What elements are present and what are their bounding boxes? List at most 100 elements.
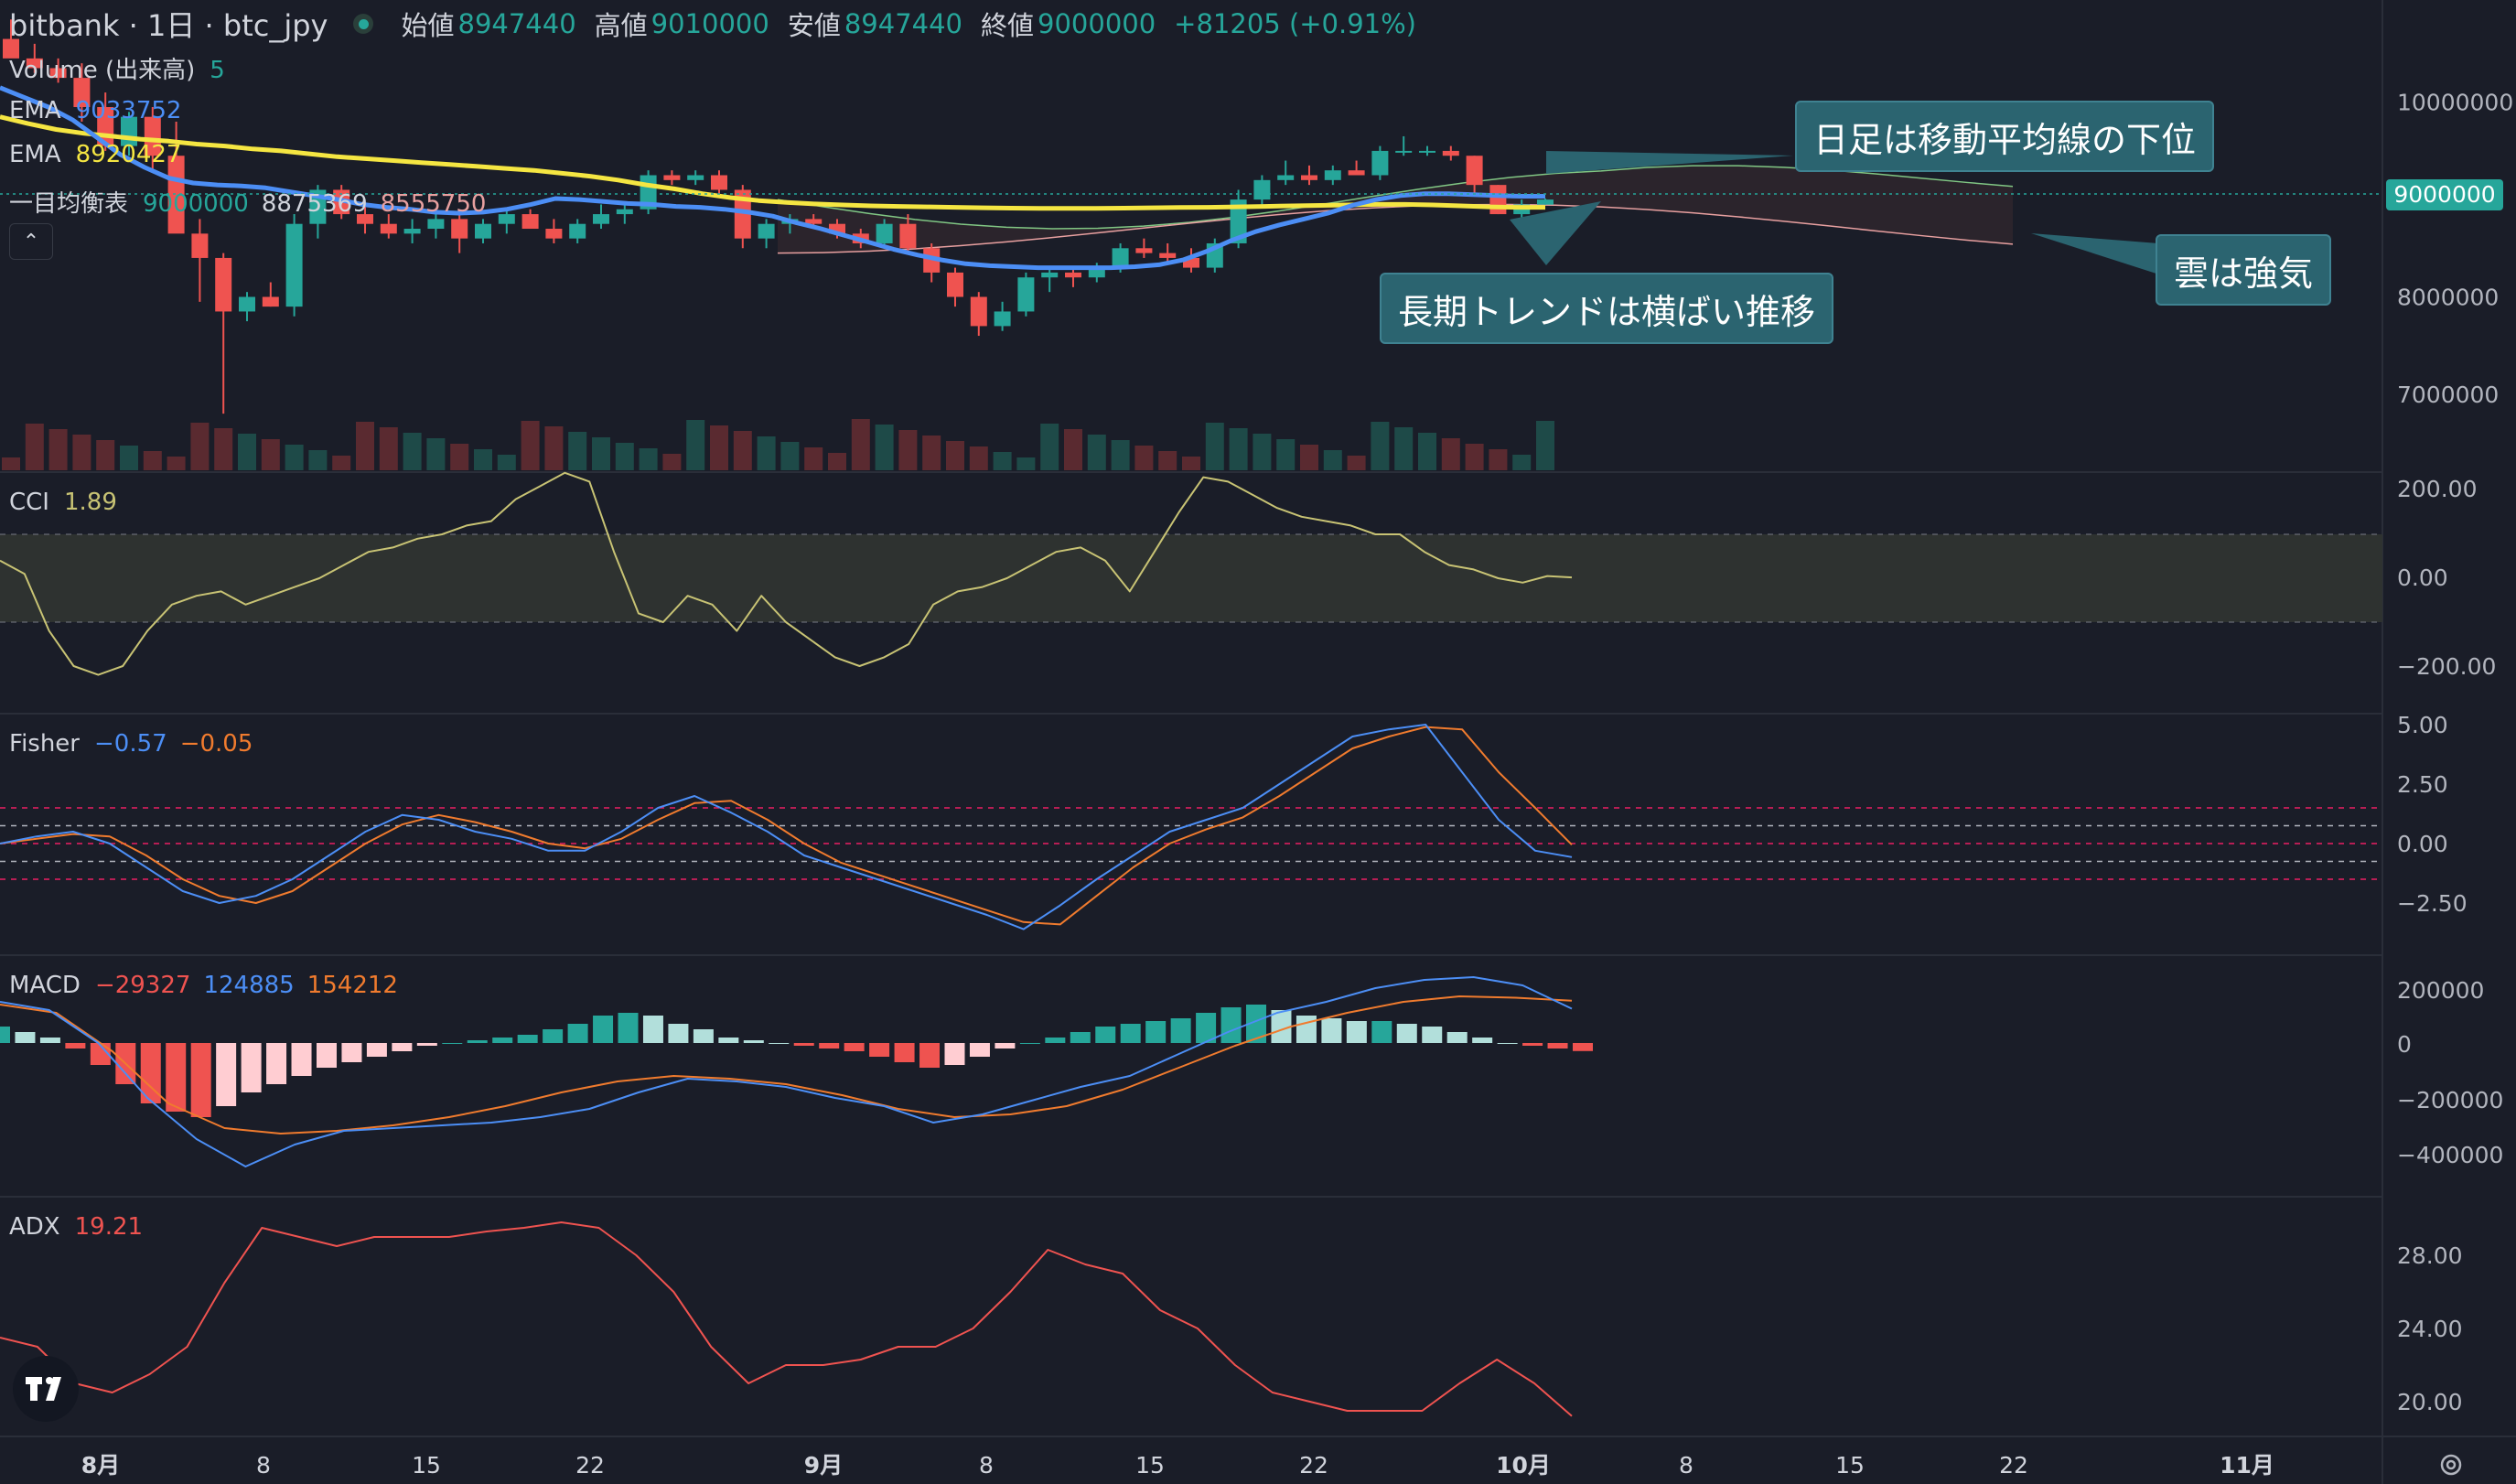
adx-tick-label: 20.00 [2397,1389,2463,1415]
candle-body [191,233,209,258]
volume-bar [72,435,91,470]
macd-histogram-bar [743,1040,764,1043]
fisher-tick-label: 2.50 [2397,771,2448,798]
ema-fast-legend[interactable]: EMA 9033752 [9,97,182,124]
macd-histogram-bar [416,1043,437,1046]
macd-histogram-bar [341,1043,362,1062]
candle-body [1348,170,1365,176]
time-tick-label: 15 [412,1452,441,1479]
price-tick-label: 7000000 [2397,382,2499,408]
candle-body [758,223,775,239]
macd-histogram-bar [492,1038,513,1043]
macd-histogram-bar [216,1043,237,1106]
callout-below-ma: 日足は移動平均線の下位 [1795,101,2215,172]
macd-histogram-bar [1045,1038,1066,1043]
collapse-legend-button[interactable]: ⌃ [9,223,53,260]
volume-bar [332,456,351,470]
volume-bar [1229,428,1248,470]
candle-body [663,175,681,180]
candle-body [49,68,67,79]
candle-body [545,229,563,239]
volume-bar [592,437,610,470]
candle-body [451,219,468,239]
symbol-header: bitbank · 1日 · btc_jpy 始値 8947440 高値 90100… [9,5,1435,43]
macd-histogram-bar [166,1043,187,1112]
adx-legend[interactable]: ADX 19.21 [9,1213,144,1241]
macd-histogram-bar [1422,1027,1443,1043]
cci-legend[interactable]: CCI 1.89 [9,489,117,516]
candle-body [1135,248,1153,253]
fisher-tick-label: 0.00 [2397,831,2448,857]
volume-bar [1158,451,1177,470]
volume-bar [851,419,870,470]
ema-slow-legend[interactable]: EMA 8920427 [9,141,182,168]
macd-legend[interactable]: MACD −29327 124885 154212 [9,972,398,999]
tradingview-logo[interactable] [13,1356,79,1422]
volume-bar [993,452,1012,470]
macd-histogram-bar [39,1038,60,1043]
close-value: 9000000 [1038,8,1156,39]
macd-histogram-bar [693,1029,714,1043]
volume-bar [710,425,728,470]
last-price-badge-text: 9000000 [2393,181,2495,208]
macd-histogram-bar [769,1043,790,1044]
macd-tick-label: −400000 [2397,1142,2503,1168]
volume-legend[interactable]: Volume (出来高) 5 [9,57,225,84]
fisher-tick-label: 5.00 [2397,712,2448,738]
macd-histogram-bar [567,1024,588,1043]
macd-histogram-bar [1170,1018,1191,1043]
macd-histogram-bar [1120,1024,1141,1043]
volume-bar [143,451,162,470]
close-label: 終値 [981,10,1035,41]
macd-histogram-bar [291,1043,312,1076]
adx-pane: 28.00 24.00 20.00 [0,1221,2463,1417]
candle-body [475,223,491,239]
volume-bar [521,421,540,470]
volume-bar [1512,455,1532,470]
gear-icon[interactable] [2435,1449,2467,1480]
volume-bar [1040,424,1059,470]
volume-bar [261,439,280,470]
symbol-title[interactable]: bitbank · 1日 · btc_jpy [9,8,328,43]
callout-pointer [1510,201,1601,265]
volume-bar [379,427,398,470]
candle-body [1159,253,1177,258]
cloud-area [778,166,2013,253]
volume-bar [757,436,776,470]
macd-histogram-bar [1446,1032,1468,1043]
macd-histogram-bar [969,1043,990,1057]
callout-cloud-bull: 雲は強気 [2156,234,2332,306]
time-tick-label: 15 [1835,1452,1865,1479]
macd-histogram-bar [316,1043,337,1068]
volume-bar [544,426,564,470]
macd-histogram-bar [1070,1032,1091,1043]
candle-body [1277,175,1295,180]
ichimoku-legend[interactable]: 一目均衡表 9000000 8875369 8555750 [9,190,487,218]
callout-pointer [1546,151,1793,174]
volume-bar [780,442,800,470]
fisher-legend[interactable]: Fisher −0.57 −0.05 [9,730,253,758]
candle-body [711,175,727,190]
macd-histogram-bar [366,1043,387,1057]
macd-histogram-bar [266,1043,287,1084]
macd-histogram-bar [467,1040,488,1043]
macd-histogram-bar [1573,1043,1593,1051]
candle-body [1017,277,1035,312]
macd-histogram-bar [517,1035,538,1043]
macd-histogram-bar [0,1027,10,1043]
macd-histogram-bar [1522,1043,1543,1046]
candle-body [521,214,539,230]
candle-body [1301,175,1317,180]
candle-body [3,38,19,59]
macd-histogram-bar [1396,1024,1417,1043]
time-tick-label: 15 [1135,1452,1165,1479]
volume-bar [120,446,138,470]
macd-histogram-bar [869,1043,890,1057]
chevron-up-icon: ⌃ [22,230,40,253]
macd-histogram-bar [718,1038,739,1043]
candle-body [994,311,1011,327]
macd-histogram-bar [1220,1007,1242,1043]
volume-bar [1182,457,1200,470]
adx-tick-label: 24.00 [2397,1316,2463,1342]
